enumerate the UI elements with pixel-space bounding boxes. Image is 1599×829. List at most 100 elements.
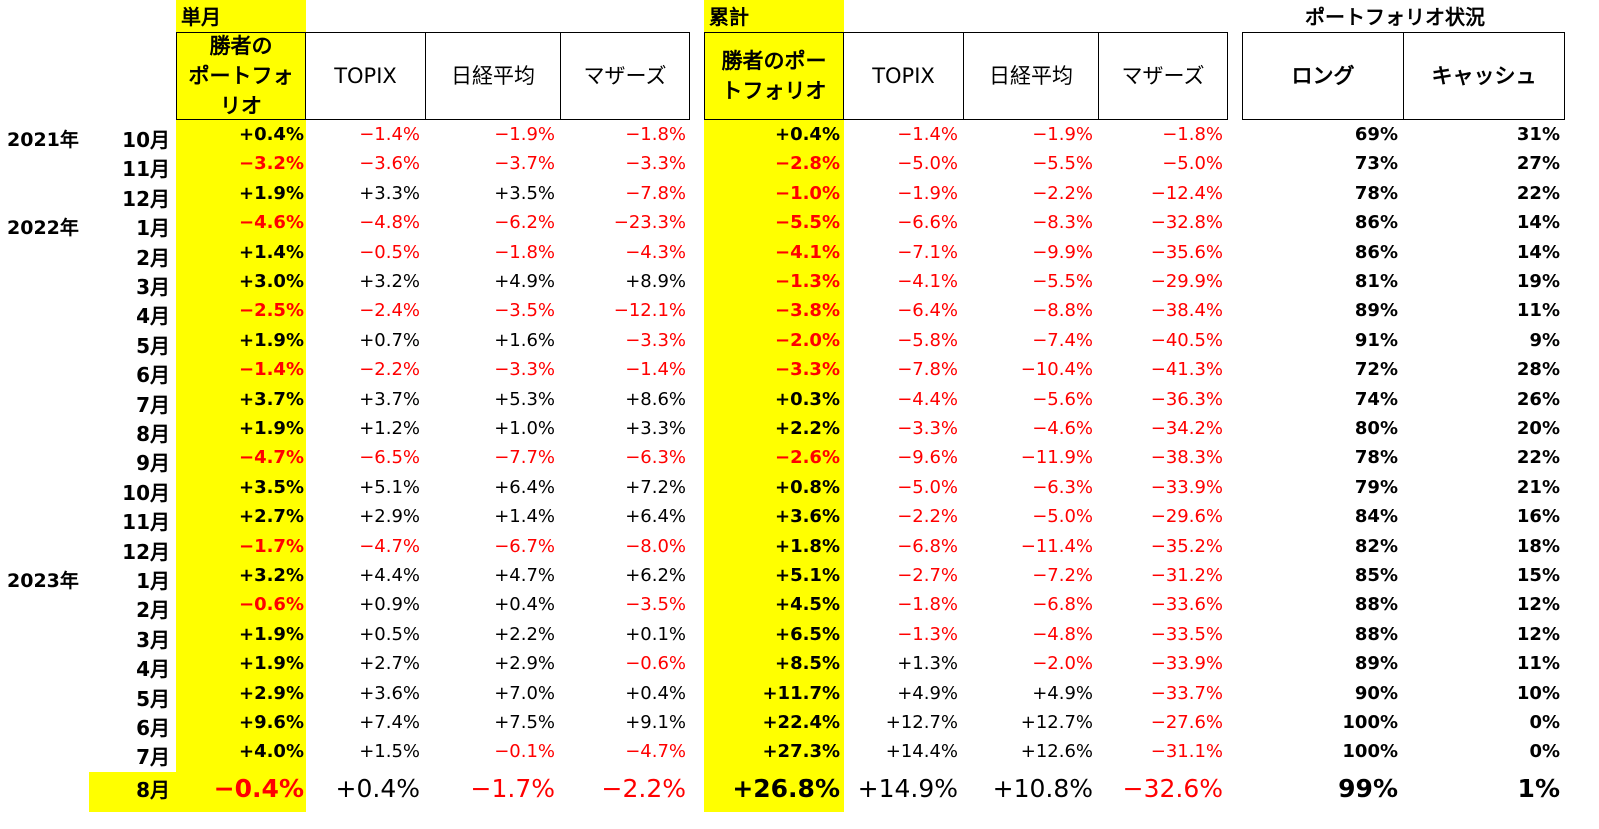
cell-cash: 14% [1516,241,1560,263]
cell-nikkei_cum: −8.3% [1032,212,1093,234]
cell-winner_cum: −1.0% [774,182,840,204]
cell-nikkei: −6.2% [494,212,555,234]
cell-mothers: −3.5% [625,594,686,616]
cell-winner_monthly: −0.4% [213,774,304,803]
cell-nikkei_cum: −6.3% [1032,476,1093,498]
cell-nikkei: +2.2% [494,623,555,645]
year-label: 2021年 [7,129,79,151]
cell-winner_monthly: +3.2% [238,565,304,586]
cell-topix: +5.1% [359,476,420,498]
cell-nikkei_cum: −4.6% [1032,418,1093,439]
month-label: 10月 [122,128,170,152]
cell-winner_cum: +26.8% [732,774,840,803]
cell-winner_cum: −3.3% [774,359,840,381]
cell-topix_cum: −3.3% [897,418,958,439]
cell-nikkei: −1.9% [494,124,555,145]
col-header-mothers-cumulative: マザーズ [1098,32,1228,120]
cell-winner_monthly: +1.9% [238,329,304,351]
cell-winner_monthly: −3.2% [238,153,304,175]
cell-winner_cum: +3.6% [774,506,840,528]
cell-mothers_cum: −36.3% [1150,388,1223,410]
cell-topix: +2.7% [359,653,420,675]
cell-winner_monthly: +1.9% [238,418,304,439]
cell-nikkei_cum: −9.9% [1032,241,1093,263]
year-label: 2023年 [7,570,79,592]
cell-winner_monthly: −1.7% [238,535,304,557]
cell-mothers_cum: −1.8% [1162,124,1223,145]
cell-winner_monthly: +2.7% [238,506,304,528]
cell-long: 73% [1354,153,1398,175]
cell-long: 89% [1354,300,1398,322]
cell-winner_cum: +22.4% [762,712,840,733]
month-label: 6月 [136,363,170,388]
cell-topix: −1.4% [359,124,420,145]
cell-mothers: +0.4% [625,682,686,704]
cell-cash: 12% [1516,594,1560,616]
cell-winner_cum: +2.2% [774,418,840,439]
cell-winner_cum: +1.8% [774,535,840,557]
cell-cash: 10% [1516,682,1560,704]
col-header-topix-cumulative-label: TOPIX [872,64,935,88]
cell-cash: 28% [1516,359,1560,381]
cell-mothers: −7.8% [625,182,686,204]
cell-topix_cum: +14.4% [885,741,958,763]
cell-nikkei_cum: −7.2% [1032,565,1093,586]
cell-winner_cum: −5.5% [774,212,840,234]
cell-mothers: −3.3% [625,153,686,175]
cell-mothers_cum: −33.7% [1150,682,1223,704]
month-label: 11月 [122,510,170,535]
cell-topix_cum: +4.9% [897,682,958,704]
cell-topix: +3.6% [359,682,420,704]
cell-topix_cum: −2.2% [897,506,958,528]
cell-topix_cum: −1.3% [897,623,958,645]
cell-winner_cum: +11.7% [762,682,840,704]
cell-cash: 9% [1529,329,1560,351]
cell-topix_cum: −4.1% [897,271,958,292]
cell-topix_cum: +12.7% [885,712,958,733]
cell-long: 90% [1354,682,1398,704]
month-label: 8月 [136,778,170,802]
cell-topix: +0.4% [335,774,420,803]
cell-long: 88% [1354,623,1398,645]
month-label: 1月 [136,569,170,593]
cell-long: 79% [1354,476,1398,498]
cell-mothers_cum: −29.6% [1150,506,1223,528]
cell-nikkei_cum: +12.6% [1020,741,1093,763]
cell-winner_monthly: −1.4% [238,359,304,381]
cumulative-section-title: 累計 [709,5,749,29]
cell-mothers_cum: −38.3% [1150,447,1223,469]
cell-cash: 11% [1516,653,1560,675]
cell-cash: 27% [1516,153,1560,175]
cell-winner_monthly: +3.7% [238,388,304,410]
cell-topix: −4.8% [359,212,420,234]
cell-topix_cum: −2.7% [897,565,958,586]
cell-mothers_cum: −33.5% [1150,623,1223,645]
cell-long: 89% [1354,653,1398,675]
cell-winner_cum: +0.3% [774,388,840,410]
cell-long: 91% [1354,329,1398,351]
col-header-mothers-label: マザーズ [583,64,667,88]
cell-winner_cum: −2.8% [774,153,840,175]
cell-mothers: +3.3% [625,418,686,439]
cell-mothers: −2.2% [601,774,686,803]
cell-topix_cum: −5.8% [897,329,958,351]
cell-long: 81% [1354,271,1398,292]
cell-nikkei: +0.4% [494,594,555,616]
cell-mothers: −4.7% [625,741,686,763]
cell-cash: 16% [1516,506,1560,528]
cell-topix: +7.4% [359,712,420,733]
month-label: 1月 [136,216,170,241]
cell-winner_monthly: +0.4% [238,124,304,145]
cell-topix: +0.5% [359,623,420,645]
cell-topix_cum: +1.3% [897,653,958,675]
month-label: 6月 [136,716,170,740]
cell-nikkei_cum: −2.0% [1032,653,1093,675]
cell-nikkei: +1.0% [494,418,555,439]
cell-nikkei_cum: −5.5% [1032,271,1093,292]
cell-cash: 19% [1516,271,1560,292]
cell-nikkei: +4.7% [494,565,555,586]
cell-nikkei_cum: −11.9% [1020,447,1093,469]
month-label: 12月 [122,539,170,564]
cell-winner_cum: −2.0% [774,329,840,351]
cell-mothers: +9.1% [625,712,686,733]
